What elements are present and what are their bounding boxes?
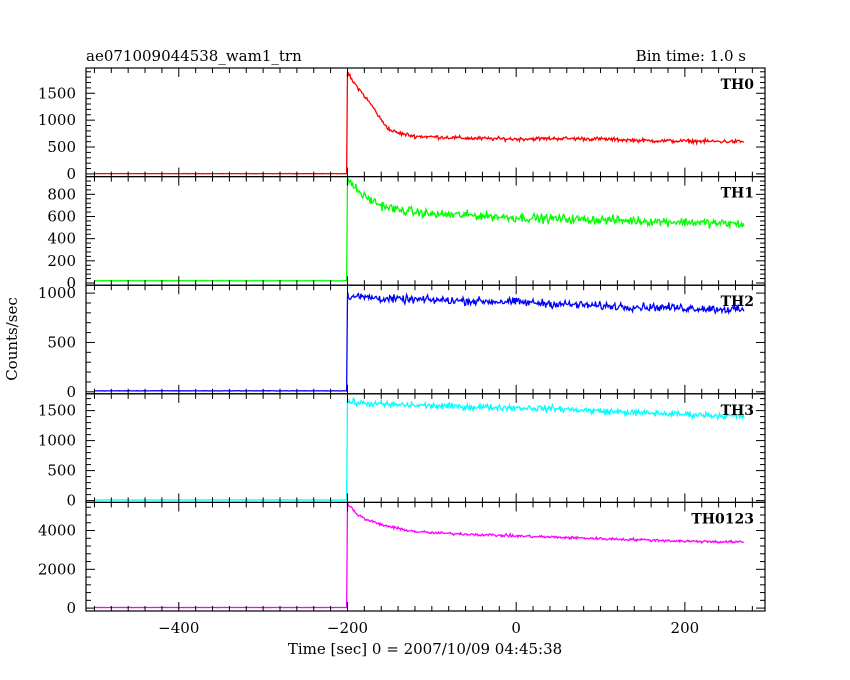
y-tick-label: 1500	[38, 84, 76, 102]
y-tick-label: 500	[47, 462, 76, 480]
series-line-th2	[94, 292, 745, 392]
panel-label-th3: TH3	[721, 403, 754, 419]
y-tick-label: 200	[47, 252, 76, 270]
x-axis: −400 −200 0 200	[158, 619, 699, 637]
y-tick-label: 1500	[38, 402, 76, 420]
series-line-th1	[94, 178, 745, 282]
panel-label-th0123: TH0123	[691, 511, 754, 527]
x-tick-label: −200	[327, 619, 368, 637]
y-tick-label: 2000	[38, 560, 76, 578]
y-tick-label: 1000	[38, 111, 76, 129]
panel-frame	[85, 176, 766, 286]
x-tick-label: −400	[158, 619, 199, 637]
y-tick-label: 1000	[38, 284, 76, 302]
y-tick-label: 1000	[38, 432, 76, 450]
panel-label-th1: TH1	[721, 186, 754, 202]
y-tick-label: 0	[66, 383, 76, 401]
panel-frame	[85, 284, 766, 395]
x-tick-label: 0	[511, 619, 521, 637]
series-line-th3	[94, 397, 745, 501]
y-tick-label: 0	[66, 165, 76, 183]
panel-label-th0: TH0	[721, 77, 755, 93]
y-tick-label: 0	[66, 274, 76, 292]
series-line-th0123	[94, 501, 744, 609]
y-tick-label: 500	[47, 138, 76, 156]
x-axis-title: Time [sec] 0 = 2007/10/09 04:45:38	[288, 640, 562, 658]
panel-frame	[85, 393, 766, 503]
y-tick-label: 0	[66, 492, 76, 510]
panel-th0123: 0 2000 4000 TH0123	[38, 501, 766, 617]
panel-stack: 0 500 1000 1500 TH0 0 200 400 600 800 TH1 0 500 1000 T…	[38, 67, 766, 617]
panel-th3: 0 500 1000 1500 TH3	[38, 393, 766, 510]
x-tick-label: 200	[671, 619, 700, 637]
y-tick-label: 4000	[38, 522, 76, 540]
y-tick-label: 500	[47, 333, 76, 351]
series-line-th0	[94, 71, 745, 175]
panel-th1: 0 200 400 600 800 TH1	[47, 176, 766, 292]
y-tick-label: 0	[66, 599, 76, 617]
panel-frame	[85, 501, 766, 612]
chart-title: ae071009044538_wam1_trn	[86, 47, 302, 65]
panel-frame	[85, 67, 766, 178]
y-axis-title: Counts/sec	[3, 297, 21, 381]
bin-time-label: Bin time: 1.0 s	[636, 47, 746, 65]
panel-th0: 0 500 1000 1500 TH0	[38, 67, 766, 183]
y-tick-label: 400	[47, 230, 76, 248]
y-tick-label: 600	[47, 207, 76, 225]
panel-label-th2: TH2	[721, 294, 754, 310]
y-tick-label: 800	[47, 185, 76, 203]
panel-th2: 0 500 1000 TH2	[38, 284, 766, 401]
